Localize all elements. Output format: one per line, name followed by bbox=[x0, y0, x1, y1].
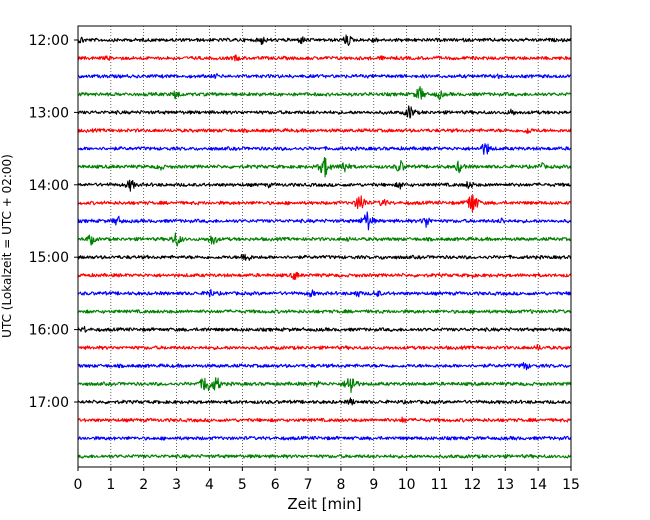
y-tick-label: 16:00 bbox=[29, 323, 69, 339]
seismic-trace bbox=[77, 416, 572, 424]
x-tick-label: 9 bbox=[369, 477, 378, 493]
seismic-trace bbox=[77, 288, 572, 298]
seismic-trace bbox=[77, 253, 572, 261]
x-tick-label: 12 bbox=[463, 477, 481, 493]
seismic-trace bbox=[77, 232, 572, 247]
x-tick-label: 14 bbox=[529, 477, 547, 493]
x-tick-label: 13 bbox=[496, 477, 514, 493]
seismic-trace bbox=[77, 308, 572, 314]
x-tick-label: 6 bbox=[271, 477, 280, 493]
seismic-trace bbox=[77, 343, 572, 351]
y-tick-label: 15:00 bbox=[29, 250, 69, 266]
seismic-trace bbox=[77, 397, 572, 406]
seismic-trace bbox=[77, 143, 571, 155]
seismic-trace bbox=[77, 157, 572, 178]
seismic-trace bbox=[77, 211, 572, 231]
seismic-trace bbox=[77, 73, 572, 80]
y-tick-label: 12:00 bbox=[29, 33, 69, 49]
seismic-trace bbox=[77, 195, 572, 213]
seismic-trace bbox=[77, 325, 572, 333]
seismic-trace bbox=[77, 86, 572, 101]
seismic-trace bbox=[77, 453, 572, 459]
trace-group bbox=[77, 34, 572, 459]
seismic-trace bbox=[77, 34, 572, 46]
x-tick-label: 0 bbox=[74, 477, 83, 493]
seismic-trace bbox=[77, 128, 572, 135]
seismic-trace bbox=[77, 377, 572, 393]
x-tick-label: 11 bbox=[431, 477, 449, 493]
y-tick-label: 13:00 bbox=[29, 105, 69, 121]
y-tick-label: 14:00 bbox=[29, 178, 69, 194]
x-tick-label: 1 bbox=[106, 477, 115, 493]
y-axis-label: UTC (Lokalzeit = UTC + 02:00) bbox=[0, 154, 14, 338]
seismic-trace bbox=[77, 271, 572, 280]
seismic-trace bbox=[77, 54, 572, 62]
seismic-trace bbox=[77, 435, 572, 441]
x-tick-label: 3 bbox=[172, 477, 181, 493]
plot-frame bbox=[77, 25, 572, 468]
y-axis: 12:00 13:00 14:00 15:00 16:00 17:00 bbox=[29, 33, 78, 411]
seismic-trace bbox=[77, 361, 572, 371]
y-tick-label: 17:00 bbox=[29, 395, 69, 411]
x-axis: 0 1 2 3 4 5 6 7 8 9 10 11 12 13 14 15 bbox=[74, 467, 580, 493]
x-tick-label: 15 bbox=[562, 477, 580, 493]
x-tick-label: 5 bbox=[238, 477, 247, 493]
x-tick-label: 4 bbox=[205, 477, 214, 493]
x-tick-label: 2 bbox=[139, 477, 148, 493]
x-tick-label: 10 bbox=[398, 477, 416, 493]
x-tick-label: 7 bbox=[304, 477, 313, 493]
seismic-trace bbox=[77, 179, 572, 192]
x-tick-label: 8 bbox=[336, 477, 345, 493]
x-axis-label: Zeit [min] bbox=[287, 495, 361, 513]
seismic-trace bbox=[77, 105, 572, 119]
